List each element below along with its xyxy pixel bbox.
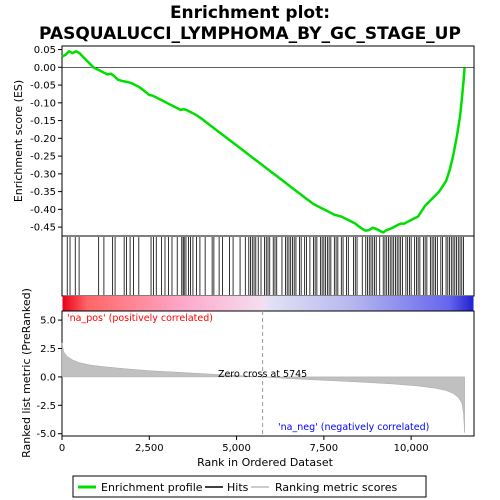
metric-y-ticks: 5.0 2.5 0.0 -2.5 -5.0	[36, 316, 62, 441]
metric-y-axis-label: Ranked list metric (PreRanked)	[20, 288, 33, 458]
metric-y-tick-label: 0.0	[40, 372, 56, 383]
x-tick-label: 0	[59, 443, 65, 454]
zero-cross-label: Zero cross at 5745	[218, 369, 307, 380]
metric-y-tick-label: -5.0	[36, 429, 56, 440]
rank-color-gradient	[63, 296, 474, 311]
es-y-tick-label: -0.40	[30, 205, 56, 216]
metric-panel: 5.0 2.5 0.0 -2.5 -5.0 0 2,500 5,000 7,500 10,000…	[20, 288, 474, 469]
metric-y-tick-label: 5.0	[40, 316, 56, 327]
es-y-tick-label: -0.10	[30, 98, 56, 109]
metric-y-tick-label: -2.5	[36, 401, 56, 412]
es-panel: 0.05 0.00 -0.05 -0.10 -0.15 -0.20 -0.25 -0.30 -0…	[12, 45, 474, 236]
x-axis-label: Rank in Ordered Dataset	[197, 456, 334, 469]
es-y-axis-label: Enrichment score (ES)	[12, 80, 25, 202]
es-y-tick-label: -0.25	[30, 152, 56, 163]
legend-label-hits: Hits	[227, 481, 249, 494]
es-y-tick-label: -0.30	[30, 169, 56, 180]
x-tick-label: 5,000	[222, 443, 251, 454]
legend-label-enrichment: Enrichment profile	[101, 481, 203, 494]
legend-label-ranking: Ranking metric scores	[275, 481, 397, 494]
negative-correlation-label: 'na_neg' (negatively correlated)	[278, 422, 429, 433]
es-y-tick-label: 0.00	[34, 63, 56, 74]
es-y-tick-label: -0.45	[30, 223, 56, 234]
rank-color-bar	[63, 296, 474, 311]
es-y-tick-label: -0.05	[30, 81, 56, 92]
es-y-ticks: 0.05 0.00 -0.05 -0.10 -0.15 -0.20 -0.25 -0.30 -0…	[30, 45, 62, 234]
x-tick-label: 2,500	[135, 443, 164, 454]
metric-x-ticks: 0 2,500 5,000 7,500 10,000	[59, 436, 429, 454]
positive-correlation-label: 'na_pos' (positively correlated)	[67, 313, 213, 324]
es-y-tick-label: -0.20	[30, 134, 56, 145]
es-y-tick-label: -0.35	[30, 187, 56, 198]
metric-y-tick-label: 2.5	[40, 344, 56, 355]
es-panel-frame	[62, 46, 474, 236]
legend: Enrichment profile Hits Ranking metric s…	[73, 476, 426, 497]
chart-title-line1: Enrichment plot:	[170, 3, 330, 23]
es-y-tick-label: 0.05	[34, 45, 56, 56]
chart-title-line2: PASQUALUCCI_LYMPHOMA_BY_GC_STAGE_UP	[39, 24, 461, 44]
x-tick-label: 10,000	[394, 443, 429, 454]
es-y-tick-label: -0.15	[30, 116, 56, 127]
hits-panel	[62, 236, 474, 296]
x-tick-label: 7,500	[310, 443, 339, 454]
